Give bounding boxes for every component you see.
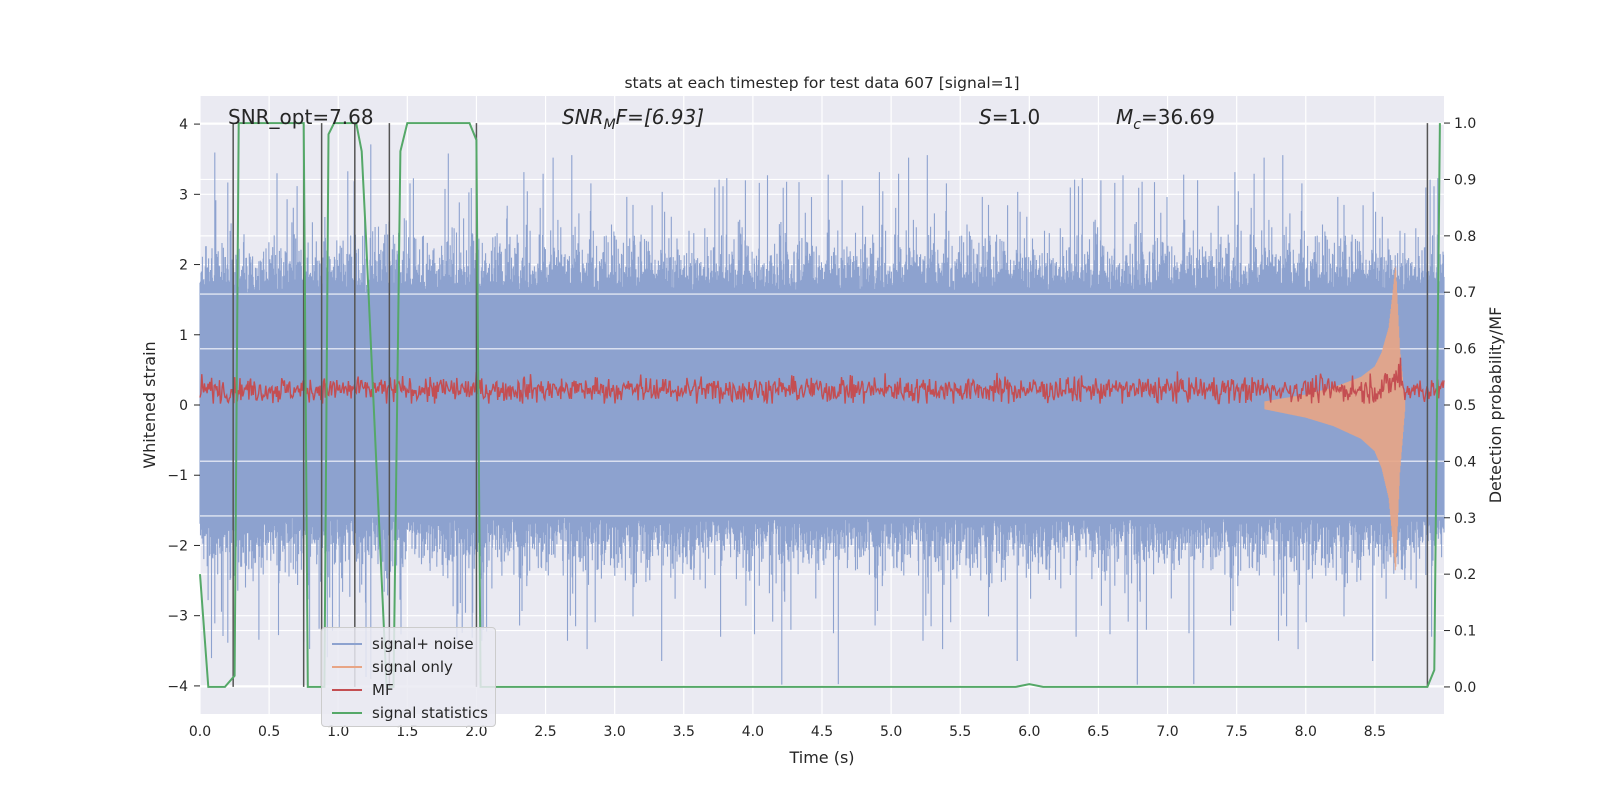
y-tick-label: 2: [179, 258, 188, 274]
x-tick-label: 0.5: [258, 724, 280, 740]
legend-swatch-signal-only: [332, 665, 362, 668]
mc-symbol: M: [1116, 105, 1133, 129]
y2-tick-label: 0.3: [1454, 511, 1476, 527]
x-tick-label: 4.5: [811, 724, 833, 740]
annotation-snr-opt: SNR_opt=7.68: [228, 105, 374, 129]
annotation-snr-mf: SNRMF=[6.93]: [562, 105, 704, 133]
y-tick-label: −3: [167, 609, 188, 625]
x-tick-label: 6.0: [1018, 724, 1040, 740]
axis-ticks: 0.0 0.5 1.0 1.5 2.0 2.5 3.0 3.5 4.0 4.5 5.0 5.5 6.0 6…: [167, 116, 1476, 740]
y2-tick-label: 0.2: [1454, 567, 1476, 583]
y2-tick-label: 0.7: [1454, 285, 1476, 301]
mf-series: [199, 357, 1445, 405]
legend-item-signal-only: signal only: [322, 655, 495, 678]
x-tick-label: 2.5: [534, 724, 556, 740]
signal-noise-series: [199, 144, 1445, 685]
y2-tick-label: 0.8: [1454, 229, 1476, 245]
x-tick-label: 0.0: [189, 724, 211, 740]
legend: signal+ noise signal only MF signal stat…: [321, 627, 496, 727]
mc-subscript: c: [1133, 117, 1141, 133]
s-symbol: S: [979, 105, 992, 129]
y-tick-label: 1: [179, 328, 188, 344]
legend-item-signal-noise: signal+ noise: [322, 632, 495, 655]
x-tick-label: 6.5: [1087, 724, 1109, 740]
x-tick-label: 8.0: [1295, 724, 1317, 740]
y2-tick-label: 0.6: [1454, 342, 1476, 358]
x-tick-label: 3.0: [604, 724, 626, 740]
snr-mf-value: F=[6.93]: [616, 105, 704, 129]
legend-swatch-mf: [332, 688, 362, 691]
signal-statistics-line: [199, 122, 1441, 688]
y2-tick-label: 0.4: [1454, 454, 1476, 470]
annotation-s: S=1.0: [979, 105, 1040, 129]
y2-tick-label: 0.1: [1454, 624, 1476, 640]
x-tick-label: 2.0: [465, 724, 487, 740]
legend-swatch-signal-statistics: [332, 711, 362, 714]
x-tick-label: 8.5: [1364, 724, 1386, 740]
signal-only-line: [1264, 267, 1406, 571]
x-tick-label: 7.0: [1156, 724, 1178, 740]
snr-mf-subscript: M: [604, 117, 616, 133]
x-tick-label: 1.5: [396, 724, 418, 740]
legend-item-signal-statistics: signal statistics: [322, 701, 495, 724]
x-tick-label: 7.5: [1226, 724, 1248, 740]
signal-only-series: [1264, 267, 1406, 571]
signal-statistics-series: [199, 122, 1441, 688]
x-tick-label: 3.5: [673, 724, 695, 740]
y2-axis-label: Detection probability/MF: [1486, 307, 1505, 504]
annotation-mc: Mc=36.69: [1116, 105, 1215, 133]
legend-label-signal-statistics: signal statistics: [372, 703, 489, 722]
legend-label-mf: MF: [372, 680, 394, 699]
legend-item-mf: MF: [322, 678, 495, 701]
y2-tick-label: 0.5: [1454, 398, 1476, 414]
x-axis-label: Time (s): [788, 748, 854, 767]
y-tick-label: −4: [167, 679, 188, 695]
signal-noise-core: [200, 294, 1444, 516]
y-tick-label: 4: [179, 117, 188, 133]
s-value: =1.0: [992, 105, 1041, 129]
y-tick-label: 3: [179, 187, 188, 203]
legend-label-signal-noise: signal+ noise: [372, 634, 474, 653]
x-tick-label: 4.0: [742, 724, 764, 740]
x-tick-label: 1.0: [327, 724, 349, 740]
y-tick-label: 0: [179, 398, 188, 414]
legend-swatch-signal-noise: [332, 642, 362, 645]
y2-tick-label: 0.0: [1454, 680, 1476, 696]
chart-title: stats at each timestep for test data 607…: [624, 74, 1019, 92]
mc-value: =36.69: [1141, 105, 1215, 129]
mf-line: [199, 357, 1445, 405]
snr-mf-symbol: SNR: [562, 105, 604, 129]
y2-tick-label: 0.9: [1454, 172, 1476, 188]
y-axis-label: Whitened strain: [140, 341, 159, 468]
y-tick-label: −1: [167, 468, 188, 484]
y2-tick-label: 1.0: [1454, 116, 1476, 132]
y-tick-label: −2: [167, 538, 188, 554]
legend-label-signal-only: signal only: [372, 657, 453, 676]
x-tick-label: 5.0: [880, 724, 902, 740]
x-tick-label: 5.5: [949, 724, 971, 740]
